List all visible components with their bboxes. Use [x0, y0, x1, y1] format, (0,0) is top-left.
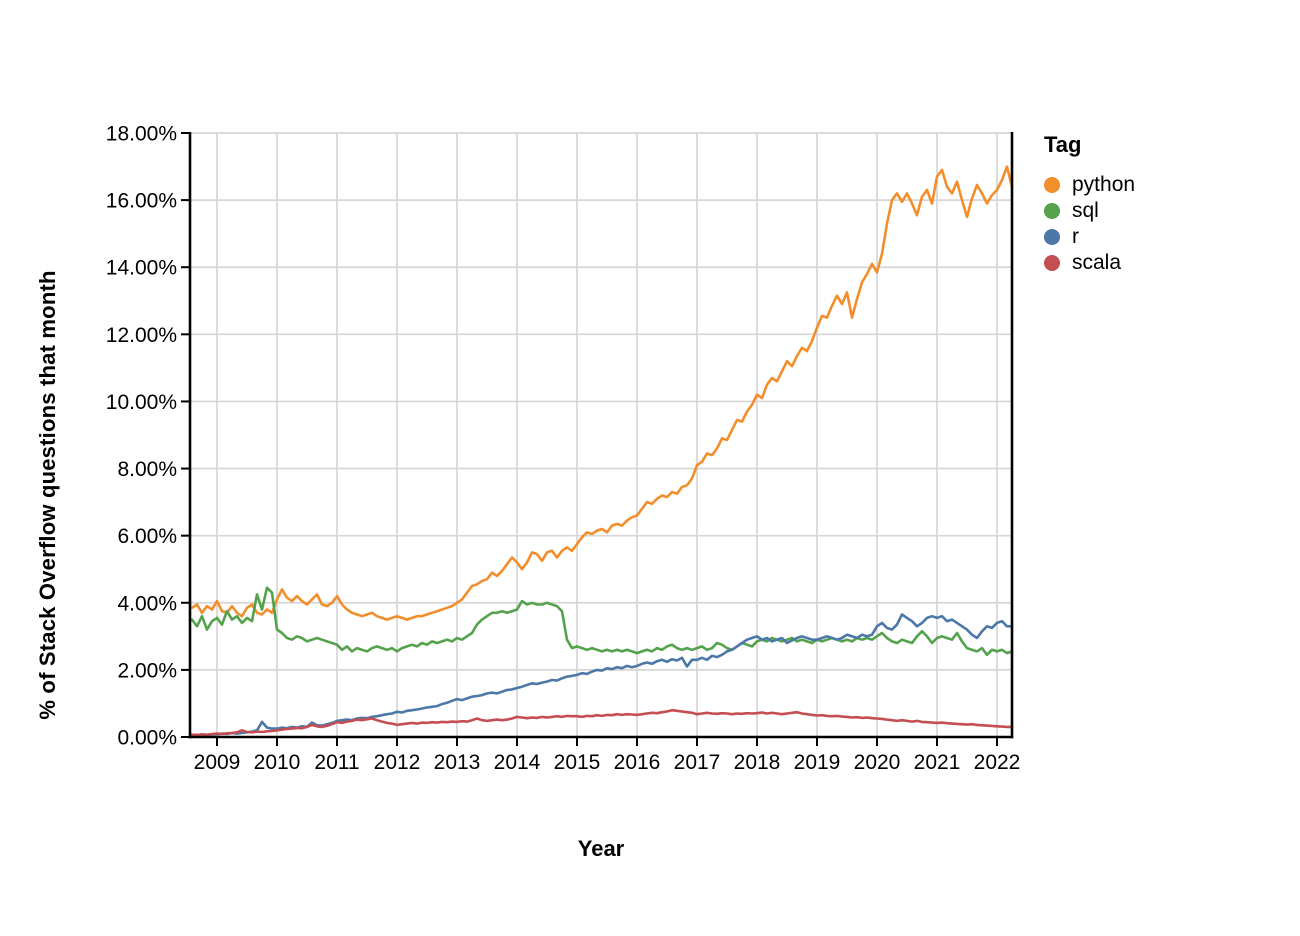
y-tick-label: 0.00% — [117, 727, 177, 750]
legend-item-scala: scala — [1044, 250, 1135, 276]
legend-item-label: r — [1072, 225, 1079, 248]
y-axis-title: % of Stack Overflow questions that month — [35, 270, 60, 720]
x-tick-label: 2010 — [254, 751, 301, 774]
series-line-scala — [190, 708, 1014, 737]
legend-title: Tag — [1044, 132, 1082, 157]
series-line-python — [190, 165, 1014, 621]
y-tick-label: 8.00% — [117, 458, 177, 481]
series-line-sql — [190, 586, 1014, 657]
legend-item-sql: sql — [1044, 198, 1135, 224]
legend-item-label: sql — [1072, 199, 1099, 222]
x-tick-label: 2013 — [434, 751, 481, 774]
x-tick-label: 2019 — [794, 751, 841, 774]
legend-item-python: python — [1044, 172, 1135, 198]
y-tick-label: 6.00% — [117, 525, 177, 548]
y-tick-label: 14.00% — [106, 257, 177, 280]
y-tick-label: 10.00% — [106, 391, 177, 414]
x-tick-label: 2017 — [674, 751, 721, 774]
legend-swatch-icon — [1044, 255, 1060, 271]
legend-swatch-icon — [1044, 229, 1060, 245]
y-tick-label: 12.00% — [106, 324, 177, 347]
y-tick-label: 18.00% — [106, 123, 177, 146]
y-tick-label: 4.00% — [117, 592, 177, 615]
x-tick-label: 2014 — [494, 751, 541, 774]
y-tick-label: 2.00% — [117, 659, 177, 682]
legend-swatch-icon — [1044, 177, 1060, 193]
y-tick-label: 16.00% — [106, 190, 177, 213]
legend-items: python sql r scala — [1044, 172, 1135, 276]
x-tick-label: 2022 — [974, 751, 1021, 774]
x-tick-label: 2016 — [614, 751, 661, 774]
x-tick-label: 2021 — [914, 751, 961, 774]
x-tick-label: 2011 — [314, 751, 359, 774]
x-tick-label: 2020 — [854, 751, 901, 774]
x-axis-title: Year — [577, 836, 625, 861]
x-tick-label: 2012 — [374, 751, 421, 774]
legend-item-label: python — [1072, 173, 1136, 196]
series-line-r — [190, 613, 1014, 737]
x-tick-label: 2009 — [194, 751, 241, 774]
legend-swatch-icon — [1044, 203, 1060, 219]
legend: Tag python sql r scala — [1044, 132, 1135, 276]
x-tick-label: 2018 — [734, 751, 781, 774]
legend-item-r: r — [1044, 224, 1135, 250]
x-tick-label: 2015 — [554, 751, 601, 774]
legend-item-label: scala — [1072, 251, 1122, 274]
